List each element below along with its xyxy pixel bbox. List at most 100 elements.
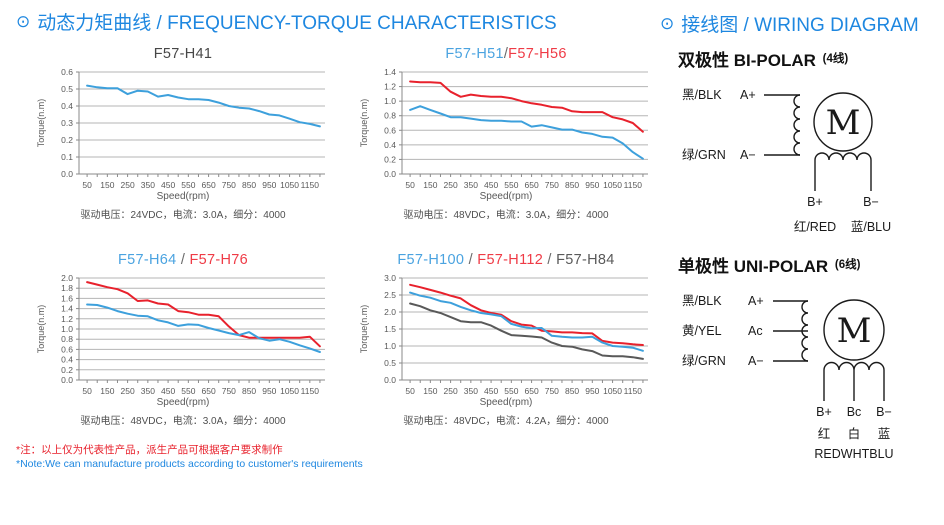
- chart-title-segment: F57-H100: [397, 252, 465, 268]
- terminal-label-b-plus: B+: [816, 405, 832, 419]
- svg-text:0.0: 0.0: [61, 375, 73, 385]
- wire-label-red-zh: 红: [818, 426, 831, 441]
- phase-a-coil: [801, 300, 809, 362]
- svg-text:0.0: 0.0: [384, 169, 396, 179]
- svg-text:850: 850: [565, 180, 579, 190]
- svg-text:850: 850: [565, 386, 579, 396]
- terminal-label-b-center: Bc: [847, 405, 862, 419]
- svg-text:0.2: 0.2: [61, 365, 73, 375]
- svg-text:750: 750: [545, 386, 559, 396]
- phase-b-coil: [823, 361, 885, 371]
- chart-caption: 驱动电压：48VDC，电流：4.2A，细分：4000: [403, 416, 609, 427]
- phase-a-coil: [793, 94, 801, 156]
- chart-title: F57-H51/F57-H56: [445, 46, 566, 64]
- svg-text:2.0: 2.0: [384, 307, 396, 317]
- bipolar-title-zh: 双极性: [678, 51, 729, 70]
- terminal-label-a-minus: A−: [748, 354, 764, 368]
- wire-label-yellow: 黄/YEL: [682, 324, 722, 338]
- wire-label-blue: 蓝/BLU: [851, 220, 891, 234]
- wire-label-green: 绿/GRN: [682, 147, 726, 162]
- torque-speed-plot: 0.0 0.2 0.4 0.6 0.8 1.0 1.2 1.4 50 150 250 350 450 55…: [359, 67, 648, 190]
- chart-title-segment: /: [543, 252, 557, 268]
- terminal-label-a-center: Ac: [748, 324, 763, 338]
- chart-title-segment: /: [464, 252, 478, 268]
- svg-text:1150: 1150: [624, 180, 643, 190]
- svg-text:550: 550: [181, 180, 195, 190]
- svg-text:750: 750: [545, 180, 559, 190]
- svg-text:150: 150: [100, 180, 114, 190]
- svg-text:450: 450: [161, 180, 175, 190]
- svg-text:550: 550: [504, 180, 518, 190]
- frequency-torque-heading: ⊙ 动态力矩曲线 / FREQUENCY-TORQUE CHARACTERIST…: [16, 8, 557, 35]
- svg-text:450: 450: [161, 386, 175, 396]
- svg-text:0.6: 0.6: [61, 67, 73, 77]
- terminal-label-b-minus: B−: [863, 195, 879, 209]
- svg-text:350: 350: [464, 180, 478, 190]
- svg-text:0.4: 0.4: [384, 140, 396, 150]
- svg-text:1.4: 1.4: [384, 67, 396, 77]
- chart-title-segment: /: [176, 252, 190, 268]
- chart-title: F57-H41: [154, 46, 213, 64]
- motor-label: M: [837, 311, 872, 351]
- unipolar-title-zh: 单极性: [678, 257, 729, 276]
- chart-title-segment: /: [503, 46, 509, 62]
- svg-text:750: 750: [222, 386, 236, 396]
- chart-caption: 驱动电压：48VDC，电流：3.0A，细分：4000: [80, 416, 286, 427]
- svg-text:650: 650: [201, 386, 215, 396]
- bipolar-title-en: BI-POLAR: [733, 51, 816, 70]
- chart-x-axis-label: Speed(rpm): [479, 191, 533, 202]
- torque-speed-plot: 0.00.20.40.60.81.01.21.41.61.82.0 50 150 25…: [36, 273, 325, 396]
- svg-text:350: 350: [464, 386, 478, 396]
- svg-text:950: 950: [585, 180, 599, 190]
- svg-text:3.0: 3.0: [384, 273, 396, 283]
- footnotes: *注：以上仅为代表性产品，派生产品可根据客户要求制作 *Note:We can …: [16, 443, 363, 471]
- svg-text:950: 950: [262, 386, 276, 396]
- svg-text:1.4: 1.4: [61, 304, 73, 314]
- terminal-label-b-plus: B+: [807, 195, 823, 209]
- note-zh: *注：以上仅为代表性产品，派生产品可根据客户要求制作: [16, 444, 283, 456]
- chart-f57-h41: F57-H41 0.0 0.1 0.2 0.3 0.4 0.5 0.6 50 150 250 350…: [18, 46, 348, 221]
- svg-text:750: 750: [222, 180, 236, 190]
- motor-circle: [823, 299, 885, 361]
- svg-text:0.8: 0.8: [61, 334, 73, 344]
- wire-label-white-zh: 白: [848, 426, 861, 441]
- wiring-diagram-heading-text: 接线图 / WIRING DIAGRAM: [681, 15, 919, 36]
- wire-labels-en: REDWHTBLU: [814, 447, 893, 461]
- svg-text:1150: 1150: [301, 180, 320, 190]
- chart-f57-h64-h76: F57-H64 / F57-H76 0.0 0.2 0.4 0.6 0.8 1.0 1.2 1…: [18, 252, 348, 427]
- svg-text:150: 150: [423, 180, 437, 190]
- svg-text:350: 350: [141, 180, 155, 190]
- wire-label-black: 黑/BLK: [682, 294, 722, 308]
- chart-caption: 驱动电压：24VDC，电流：3.0A，细分：4000: [80, 210, 286, 221]
- svg-text:50: 50: [405, 180, 415, 190]
- svg-text:0.5: 0.5: [61, 84, 73, 94]
- svg-text:50: 50: [405, 386, 415, 396]
- svg-text:1050: 1050: [280, 386, 299, 396]
- wire-label-black: 黑/BLK: [682, 88, 722, 102]
- bipolar-title: 双极性 BI-POLAR (4线): [678, 46, 944, 71]
- terminal-label-b-minus: B−: [876, 405, 892, 419]
- svg-text:0.2: 0.2: [384, 154, 396, 164]
- svg-text:0.0: 0.0: [384, 375, 396, 385]
- bipolar-wiring-section: 双极性 BI-POLAR (4线) 黑/BLK A+ 绿/GRN A− M B+…: [678, 46, 944, 243]
- motor-circle: [813, 92, 873, 152]
- chart-f57-h100-h112-h84: F57-H100 / F57-H112 / F57-H84 0.0 0.5 1.0 1…: [350, 252, 662, 427]
- svg-text:0.1: 0.1: [61, 152, 73, 162]
- torque-speed-plot: 0.0 0.1 0.2 0.3 0.4 0.5 0.6 50 150 250 350 450 550 65…: [36, 67, 325, 190]
- svg-text:1050: 1050: [280, 180, 299, 190]
- svg-text:Torque(n.m): Torque(n.m): [359, 305, 369, 354]
- svg-text:0.6: 0.6: [61, 344, 73, 354]
- svg-text:Torque(n.m): Torque(n.m): [359, 99, 369, 148]
- svg-text:1.0: 1.0: [384, 341, 396, 351]
- svg-text:550: 550: [504, 386, 518, 396]
- chart-title-segment: F57-H112: [477, 252, 544, 268]
- phase-b-coil: [814, 152, 872, 161]
- svg-text:0.6: 0.6: [384, 125, 396, 135]
- unipolar-wire-count: (6线): [834, 259, 861, 271]
- chart-title-segment: F57-H41: [153, 46, 213, 62]
- svg-text:2.5: 2.5: [384, 290, 396, 300]
- frequency-torque-heading-text: 动态力矩曲线 / FREQUENCY-TORQUE CHARACTERISTIC…: [37, 13, 557, 34]
- terminal-label-a-minus: A−: [740, 148, 756, 162]
- svg-text:1.2: 1.2: [384, 82, 396, 92]
